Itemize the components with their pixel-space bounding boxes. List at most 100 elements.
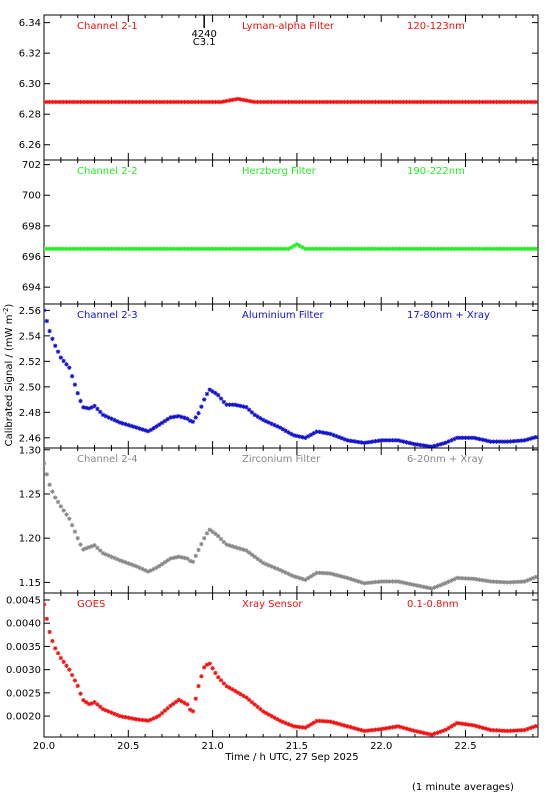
data-point (182, 99, 187, 105)
data-point (291, 724, 297, 729)
data-point (452, 577, 457, 582)
data-point (294, 433, 300, 439)
data-point (249, 246, 255, 252)
data-point (370, 439, 375, 444)
data-point (415, 99, 420, 105)
data-point (98, 409, 103, 415)
data-point (134, 564, 139, 569)
data-point (210, 99, 215, 105)
data-point (193, 696, 198, 701)
data-point (277, 567, 283, 573)
data-point (468, 576, 474, 581)
data-point (176, 697, 182, 703)
data-point (120, 559, 125, 564)
data-point (151, 566, 156, 572)
data-point (190, 99, 196, 105)
data-point (142, 99, 148, 105)
data-point (356, 727, 361, 732)
data-point (443, 99, 449, 105)
data-point (260, 99, 266, 105)
data-point (213, 390, 218, 396)
data-point (230, 687, 235, 692)
y-tick-label: 6.30 (19, 79, 41, 90)
data-point (280, 99, 286, 105)
data-point (381, 438, 387, 443)
data-point (342, 723, 347, 728)
data-point (311, 720, 316, 725)
data-point (266, 246, 272, 252)
data-point (364, 728, 370, 733)
data-point (171, 555, 176, 561)
data-point (322, 430, 328, 436)
data-point (421, 584, 426, 590)
data-point (345, 99, 350, 105)
data-point (201, 397, 207, 402)
panel-frame (43, 159, 539, 305)
x-tick-label: 20.0 (33, 741, 55, 752)
data-point (134, 425, 139, 430)
x-tick-label: 22.0 (370, 741, 392, 752)
data-point (289, 723, 294, 728)
data-point (393, 579, 398, 584)
data-point (297, 575, 302, 581)
data-point (61, 508, 66, 513)
data-point (511, 579, 516, 585)
data-point (345, 724, 350, 729)
data-point (179, 99, 184, 105)
data-point (67, 516, 72, 521)
data-point (269, 713, 274, 719)
data-point (328, 99, 333, 105)
data-point (168, 703, 173, 709)
data-point (218, 678, 224, 683)
data-point (137, 426, 142, 431)
data-point (440, 246, 446, 252)
data-point (171, 246, 176, 252)
y-tick-label: 6.32 (19, 49, 41, 60)
data-point (325, 99, 331, 105)
data-point (109, 99, 114, 105)
data-point (468, 435, 474, 441)
data-point (294, 575, 300, 580)
data-point (224, 684, 229, 689)
data-point (128, 423, 134, 429)
data-point (412, 728, 418, 734)
data-point (297, 724, 302, 730)
data-point (291, 243, 297, 248)
data-point (466, 435, 471, 441)
data-point (157, 563, 162, 569)
data-point (78, 542, 83, 547)
data-point (283, 570, 288, 575)
data-point (426, 444, 432, 448)
data-point (305, 575, 311, 581)
data-point (187, 418, 193, 424)
data-point (165, 246, 170, 252)
flare-marker-label: 4240 (191, 29, 216, 40)
data-point (92, 246, 97, 252)
data-point (162, 246, 168, 252)
data-point (227, 98, 232, 103)
data-point (128, 246, 134, 252)
data-point (249, 99, 255, 104)
data-point (300, 434, 305, 440)
y-tick-label: 1.15 (19, 578, 41, 589)
data-point (387, 99, 392, 105)
data-point (61, 358, 66, 364)
data-point (159, 562, 165, 567)
data-point (258, 416, 263, 421)
data-point (232, 688, 238, 694)
data-point (494, 579, 499, 585)
data-point (331, 246, 336, 252)
data-point (353, 99, 359, 105)
data-point (241, 693, 246, 699)
data-point (429, 586, 434, 591)
data-point (193, 99, 198, 105)
data-point (196, 683, 201, 689)
data-point (305, 246, 311, 252)
data-point (126, 246, 131, 252)
panel-4: 1.15 1.20 1.25 1.30 Channel 2-4 Zirconium Fil… (19, 445, 539, 594)
data-point (244, 246, 249, 252)
data-point (359, 580, 364, 585)
y-tick-label: 0.0030 (6, 665, 41, 676)
data-point (213, 531, 218, 537)
data-point (201, 246, 207, 252)
